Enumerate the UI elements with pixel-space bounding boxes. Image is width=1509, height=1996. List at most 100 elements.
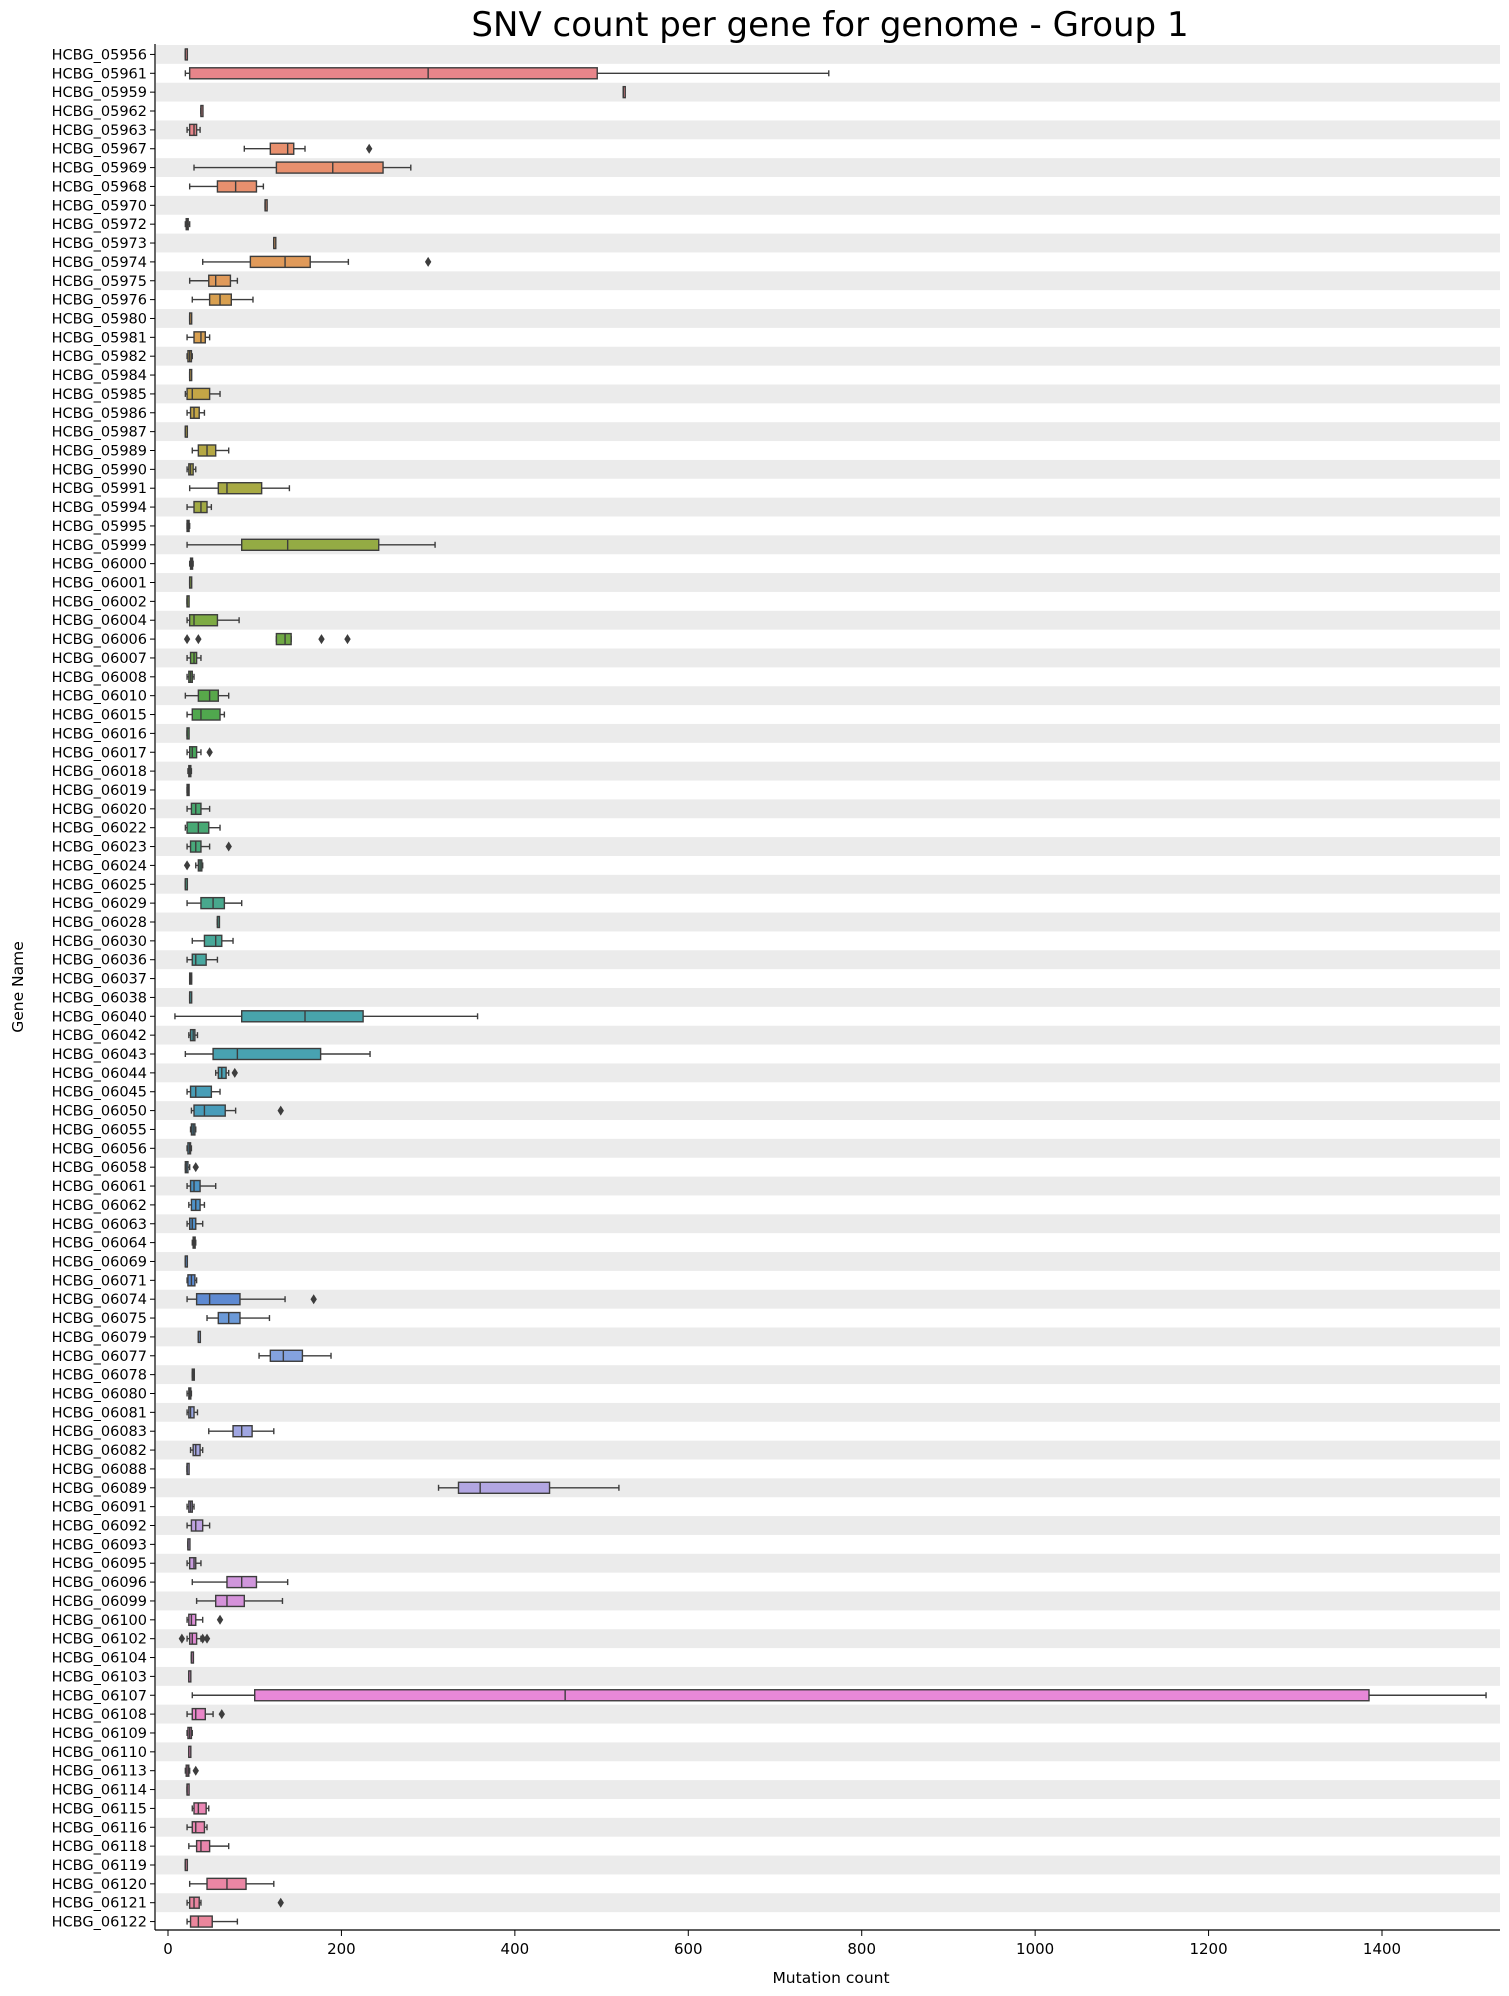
y-tick-label: HCBG_06115: [52, 1801, 147, 1817]
x-tick-label: 0: [163, 1940, 173, 1958]
box-hcbg-06119: [184, 1858, 189, 1872]
box-iqr: [188, 1557, 197, 1570]
box-hcbg-06096: [191, 1575, 289, 1589]
y-tick-label: HCBG_06040: [52, 1009, 147, 1025]
row-band: [156, 912, 1500, 932]
box-hcbg-06037: [188, 972, 193, 985]
box-hcbg-06008: [186, 670, 195, 684]
y-tick-label: HCBG_06092: [52, 1519, 147, 1535]
y-tick-label: HCBG_06008: [52, 670, 147, 686]
y-tick-label: HCBG_05956: [52, 47, 147, 63]
row-band: [156, 874, 1500, 894]
y-tick-label: HCBG_06079: [52, 1330, 147, 1346]
box-hcbg-06015: [186, 708, 226, 721]
outlier-point: [277, 1897, 284, 1908]
row-band: [156, 1365, 1500, 1385]
box-hcbg-06007: [186, 651, 202, 665]
box-hcbg-05982: [186, 349, 193, 363]
box-iqr: [192, 1443, 201, 1457]
box-hcbg-06077: [258, 1349, 332, 1362]
box-hcbg-06121: [186, 1896, 284, 1909]
row-band: [156, 422, 1500, 442]
row-bands: [156, 45, 1500, 1913]
y-tick-label: HCBG_05961: [52, 66, 147, 82]
y-tick-label: HCBG_05968: [52, 179, 147, 195]
y-tick-label: HCBG_06096: [52, 1575, 147, 1591]
box-hcbg-06020: [186, 802, 211, 816]
y-tick-label: HCBG_06062: [52, 1198, 147, 1214]
outlier-point: [203, 1633, 211, 1644]
x-tick-label: 800: [847, 1940, 876, 1958]
outlier-point: [199, 1633, 206, 1644]
outlier-point: [310, 1294, 317, 1305]
y-tick-label: HCBG_06093: [52, 1537, 147, 1553]
outlier-point: [206, 747, 213, 758]
box-hcbg-05994: [186, 500, 213, 514]
box-hcbg-06050: [190, 1104, 284, 1117]
row-band: [156, 950, 1500, 970]
box-iqr: [217, 482, 263, 495]
box-hcbg-05995: [186, 519, 191, 533]
y-tick-label: HCBG_06107: [52, 1688, 147, 1704]
y-tick-label: HCBG_06018: [52, 764, 147, 780]
y-tick-label: HCBG_06077: [52, 1349, 147, 1365]
y-tick-label: HCBG_06024: [52, 858, 147, 874]
y-tick-label: HCBG_06000: [52, 557, 147, 573]
box-hcbg-06016: [186, 727, 190, 740]
y-tick-label: HCBG_06020: [52, 802, 147, 818]
box-hcbg-06091: [186, 1500, 195, 1513]
row-band: [156, 1704, 1500, 1724]
row-band: [156, 1666, 1500, 1686]
row-band: [156, 346, 1500, 366]
y-tick-label: HCBG_06036: [52, 953, 147, 969]
y-tick-label: HCBG_05981: [52, 330, 147, 346]
row-band: [156, 1440, 1500, 1460]
y-tick-label: HCBG_05982: [52, 349, 147, 365]
y-tick-label: HCBG_06109: [52, 1726, 147, 1742]
y-tick-label: HCBG_06056: [52, 1141, 147, 1157]
y-tick-label: HCBG_06001: [52, 576, 147, 592]
outlier-point: [192, 1162, 199, 1173]
y-tick-label: HCBG_06006: [52, 632, 147, 648]
row-band: [156, 271, 1500, 291]
box-hcbg-06108: [186, 1707, 225, 1721]
outlier-point: [183, 634, 191, 645]
y-tick-label: HCBG_05995: [52, 519, 147, 535]
x-axis: 0 200 400 600 800 1000 1200 1400: [155, 1929, 1500, 1958]
y-tick-label: HCBG_06023: [52, 840, 147, 856]
y-tick-label: HCBG_06045: [52, 1085, 147, 1101]
row-band: [156, 1252, 1500, 1271]
y-tick-label: HCBG_06058: [52, 1160, 147, 1176]
box-iqr: [189, 1915, 213, 1928]
x-tick-label: 1000: [1016, 1940, 1054, 1958]
box-hcbg-06100: [186, 1613, 224, 1627]
box-hcbg-06001: [188, 576, 193, 589]
y-tick-label: HCBG_06050: [52, 1104, 147, 1120]
box-hcbg-05961: [184, 67, 830, 80]
y-tick-label: HCBG_06019: [52, 783, 147, 799]
y-tick-label: HCBG_06015: [52, 708, 147, 724]
box-iqr: [195, 1292, 241, 1306]
y-tick-label: HCBG_06022: [52, 821, 147, 837]
row-band: [156, 1629, 1500, 1649]
x-tick-label: 1200: [1189, 1940, 1227, 1958]
row-band: [156, 686, 1500, 706]
y-tick-label: HCBG_06116: [52, 1820, 147, 1836]
row-band: [156, 497, 1500, 517]
row-band: [156, 195, 1500, 215]
row-band: [156, 1855, 1500, 1875]
box-hcbg-06056: [186, 1142, 193, 1155]
y-tick-label: HCBG_06055: [52, 1122, 147, 1138]
y-tick-label: HCBG_05994: [52, 500, 147, 516]
y-tick-label: HCBG_06016: [52, 726, 147, 742]
box-hcbg-06102: [178, 1632, 211, 1645]
row-band: [156, 1101, 1500, 1121]
box-iqr: [191, 1821, 206, 1834]
row-band: [156, 1063, 1500, 1083]
outlier-point: [231, 1067, 238, 1078]
x-tick-label: 200: [327, 1940, 356, 1958]
row-band: [156, 610, 1500, 630]
y-tick-label: HCBG_05970: [52, 198, 147, 214]
box-hcbg-05972: [184, 217, 191, 231]
y-tick-label: HCBG_06099: [52, 1594, 147, 1610]
